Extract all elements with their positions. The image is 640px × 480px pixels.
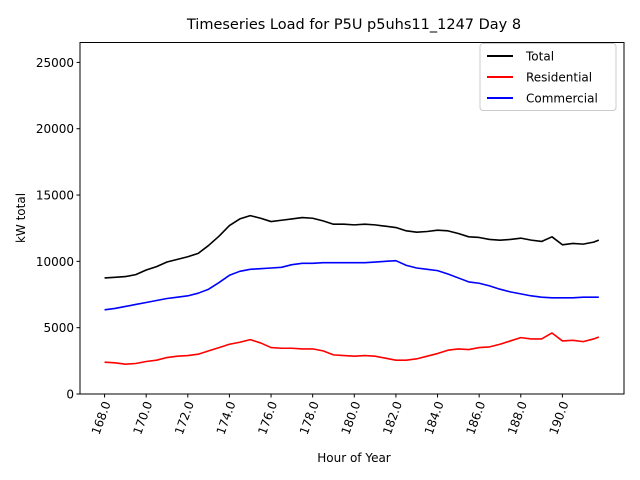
y-tick-label: 5000 bbox=[43, 321, 74, 335]
plot-layer bbox=[104, 214, 600, 365]
x-axis-label: Hour of Year bbox=[317, 451, 391, 465]
series-line-total bbox=[104, 214, 600, 279]
y-axis: 0 5000 10000 15000 20000 25000 bbox=[36, 56, 80, 402]
legend-box bbox=[479, 43, 617, 111]
legend-label-total: Total bbox=[525, 50, 554, 64]
plot-frame bbox=[79, 42, 625, 395]
y-axis-label: kW total bbox=[14, 193, 28, 243]
y-tick-label: 10000 bbox=[36, 255, 74, 269]
chart-title: Timeseries Load for P5U p5uhs11_1247 Day… bbox=[186, 17, 521, 33]
y-tick-label: 20000 bbox=[36, 122, 74, 136]
legend-label-commercial: Commercial bbox=[526, 92, 598, 106]
y-tick-label: 25000 bbox=[36, 56, 74, 70]
series-line-commercial bbox=[104, 259, 599, 311]
legend: Total Residential Commercial bbox=[479, 43, 617, 111]
series-line-residential bbox=[104, 332, 600, 365]
legend-entries: Total Residential Commercial bbox=[487, 50, 598, 106]
y-tick-label: 15000 bbox=[36, 189, 74, 203]
legend-label-residential: Residential bbox=[526, 71, 592, 85]
y-tick-label: 0 bbox=[66, 388, 74, 402]
